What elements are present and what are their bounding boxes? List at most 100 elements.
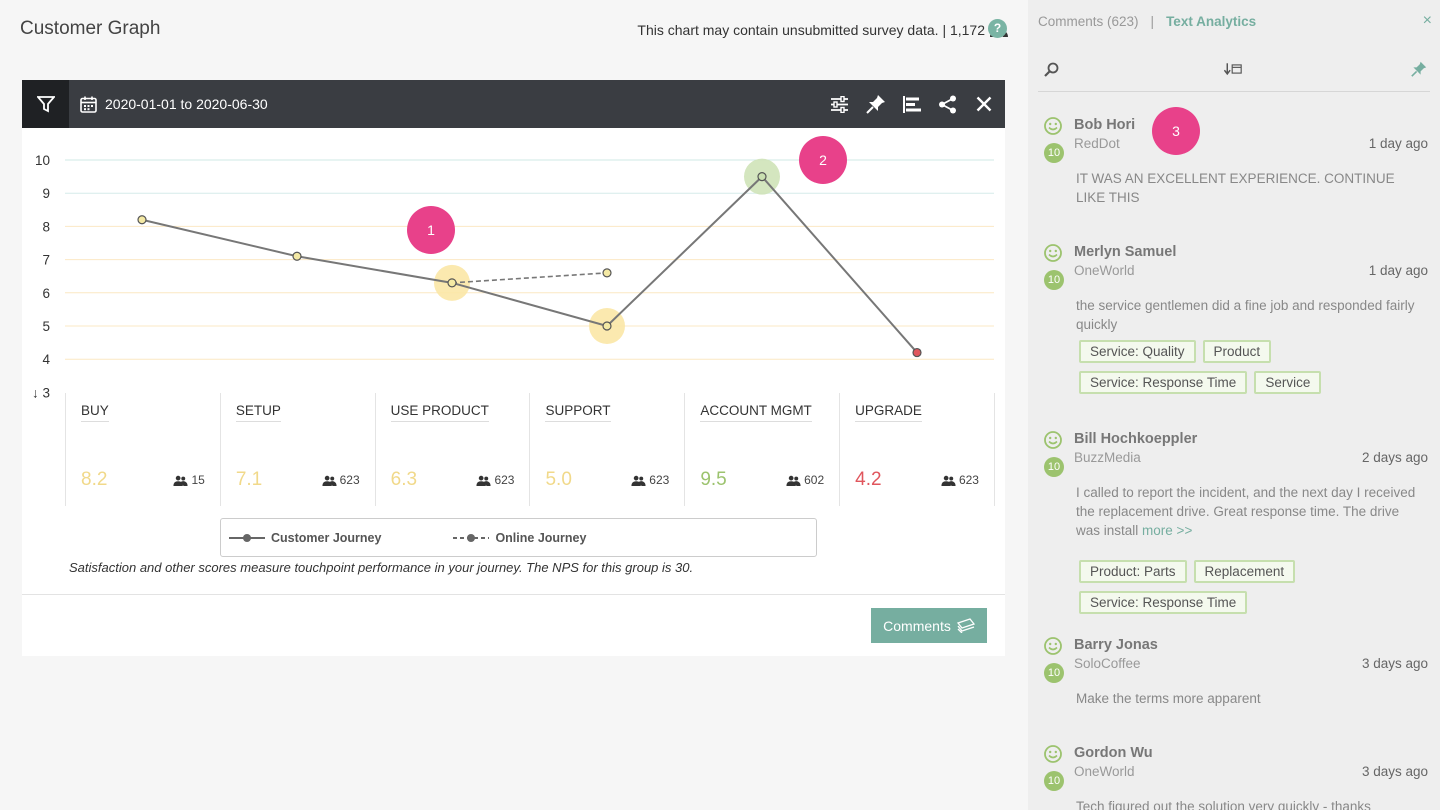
score-badge: 10 bbox=[1044, 143, 1064, 163]
commenter-name: Bob Hori bbox=[1074, 117, 1136, 133]
smiley-icon bbox=[1044, 431, 1062, 449]
data-point bbox=[447, 278, 457, 288]
touchpoint-column[interactable]: SETUP 7.1 623 bbox=[219, 393, 375, 506]
filter-button[interactable] bbox=[22, 80, 69, 128]
comment-text: IT WAS AN EXCELLENT EXPERIENCE. CONTINUE… bbox=[1076, 169, 1426, 207]
touchpoint-name: BUY bbox=[81, 403, 109, 422]
touchpoint-count: 602 bbox=[786, 473, 824, 487]
y-tick-label: 7 bbox=[42, 253, 50, 268]
notice-text: This chart may contain unsubmitted surve… bbox=[637, 22, 985, 38]
tag-chip[interactable]: Service: Response Time bbox=[1079, 371, 1248, 394]
legend-customer-label: Customer Journey bbox=[271, 530, 382, 545]
touchpoint-name: ACCOUNT MGMT bbox=[700, 403, 812, 422]
smiley-icon bbox=[1044, 244, 1062, 262]
divider bbox=[22, 594, 1005, 595]
touchpoint-count: 623 bbox=[476, 473, 514, 487]
commenter-name: Bill Hochkoeppler bbox=[1074, 431, 1198, 447]
tab-comments[interactable]: Comments (623) bbox=[1038, 14, 1139, 29]
comment-text: Tech figured out the solution very quick… bbox=[1076, 797, 1426, 810]
touchpoint-name: USE PRODUCT bbox=[390, 403, 489, 422]
tag-list: Product: Parts Replacement Service: Respon… bbox=[1079, 560, 1439, 614]
annotation-marker-3: 3 bbox=[1152, 107, 1200, 155]
comment-time: 3 days ago bbox=[1361, 764, 1428, 779]
y-tick-label: 8 bbox=[42, 219, 50, 234]
touchpoint-count: 623 bbox=[631, 473, 669, 487]
commenter-name: Gordon Wu bbox=[1074, 745, 1153, 761]
touchpoint-score: 9.5 bbox=[700, 469, 727, 490]
data-point bbox=[292, 251, 302, 261]
settings-button[interactable] bbox=[828, 93, 851, 116]
smiley-icon bbox=[1044, 745, 1062, 763]
more-link[interactable]: more >> bbox=[1142, 523, 1193, 538]
online-journey-line bbox=[451, 272, 608, 284]
touchpoint-count: 623 bbox=[941, 473, 979, 487]
sort-button[interactable] bbox=[900, 93, 923, 116]
tag-chip[interactable]: Product bbox=[1202, 340, 1272, 363]
chart-legend: Customer Journey Online Journey bbox=[220, 518, 817, 557]
tab-separator: | bbox=[1150, 14, 1155, 29]
people-icon bbox=[322, 475, 337, 486]
comments-panel: Comments (623) | Text Analytics × 10 Bob … bbox=[1028, 0, 1440, 810]
count-value: 623 bbox=[339, 473, 360, 487]
score-badge: 10 bbox=[1044, 663, 1064, 683]
tag-chip[interactable]: Product: Parts bbox=[1079, 560, 1187, 583]
touchpoint-name: SETUP bbox=[235, 403, 281, 422]
pin-button[interactable] bbox=[864, 93, 887, 116]
touchpoint-score: 4.2 bbox=[855, 469, 882, 490]
touchpoint-score: 6.3 bbox=[390, 469, 418, 490]
count-value: 623 bbox=[649, 473, 670, 487]
chart-toolbar: 2020-01-01 to 2020-06-30 bbox=[22, 80, 1005, 128]
data-point bbox=[912, 347, 922, 358]
comments-button[interactable]: Comments bbox=[871, 608, 987, 643]
count-value: 15 bbox=[191, 473, 205, 487]
score-badge: 10 bbox=[1044, 270, 1064, 290]
tag-chip[interactable]: Replacement bbox=[1193, 560, 1296, 583]
touchpoint-name: SUPPORT bbox=[545, 403, 611, 422]
tag-chip[interactable]: Service: Quality bbox=[1079, 340, 1196, 363]
tag-chip[interactable]: Service bbox=[1254, 371, 1322, 394]
touchpoint-columns: BUY 8.2 15 SETUP 7.1 623 USE PRODUCT 6.3 623 SUPP… bbox=[65, 393, 995, 506]
share-button[interactable] bbox=[936, 93, 959, 116]
comment-text: I called to report the incident, and the… bbox=[1076, 483, 1426, 540]
data-point bbox=[757, 171, 767, 182]
data-point bbox=[602, 321, 612, 331]
sliders-icon bbox=[831, 95, 848, 113]
customer-journey-line bbox=[141, 175, 918, 354]
comment-body: the service gentlemen did a fine job and… bbox=[1076, 298, 1415, 332]
y-tick-label: ↓ 3 bbox=[32, 385, 50, 398]
sort-date-icon bbox=[1224, 63, 1242, 76]
touchpoint-column[interactable]: SUPPORT 5.0 623 bbox=[529, 393, 684, 506]
touchpoint-score: 7.1 bbox=[235, 469, 263, 490]
touchpoint-column[interactable]: UPGRADE 4.2 623 bbox=[839, 393, 995, 506]
help-icon[interactable]: ? bbox=[988, 19, 1007, 38]
funnel-icon bbox=[36, 96, 55, 113]
chart-card: 2020-01-01 to 2020-06-30 10 9 8 7 6 5 4 ↓ 3 BUY… bbox=[22, 80, 1005, 656]
close-panel-icon[interactable]: × bbox=[1422, 12, 1432, 29]
people-icon bbox=[173, 475, 189, 486]
sort-by-date-button[interactable] bbox=[1224, 60, 1242, 78]
commenter-name: Barry Jonas bbox=[1074, 637, 1158, 653]
tag-chip[interactable]: Service: Response Time bbox=[1079, 591, 1248, 614]
smiley-icon bbox=[1044, 637, 1062, 655]
pin-panel-button[interactable] bbox=[1410, 60, 1428, 78]
close-chart-button[interactable] bbox=[972, 93, 995, 116]
search-button[interactable] bbox=[1042, 60, 1060, 78]
comment-time: 3 days ago bbox=[1361, 656, 1428, 671]
y-tick-label: 4 bbox=[42, 352, 50, 367]
touchpoint-column[interactable]: USE PRODUCT 6.3 623 bbox=[374, 393, 530, 506]
commenter-company: OneWorld bbox=[1074, 263, 1135, 278]
comment-time: 2 days ago bbox=[1361, 450, 1428, 465]
date-range-picker[interactable]: 2020-01-01 to 2020-06-30 bbox=[80, 80, 268, 128]
annotation-marker-1: 1 bbox=[407, 206, 455, 254]
touchpoint-count: 623 bbox=[322, 473, 360, 487]
search-icon bbox=[1043, 62, 1058, 77]
touchpoint-column[interactable]: BUY 8.2 15 bbox=[65, 393, 220, 506]
tab-text-analytics[interactable]: Text Analytics bbox=[1166, 14, 1257, 29]
date-range-text: 2020-01-01 to 2020-06-30 bbox=[105, 96, 268, 112]
legend-online-journey[interactable]: Online Journey bbox=[453, 531, 586, 545]
commenter-company: SoloCoffee bbox=[1074, 656, 1141, 671]
legend-customer-journey[interactable]: Customer Journey bbox=[229, 531, 381, 545]
score-badge: 10 bbox=[1044, 771, 1064, 791]
pin-icon bbox=[865, 95, 885, 114]
touchpoint-column[interactable]: ACCOUNT MGMT 9.5 602 bbox=[684, 393, 839, 506]
